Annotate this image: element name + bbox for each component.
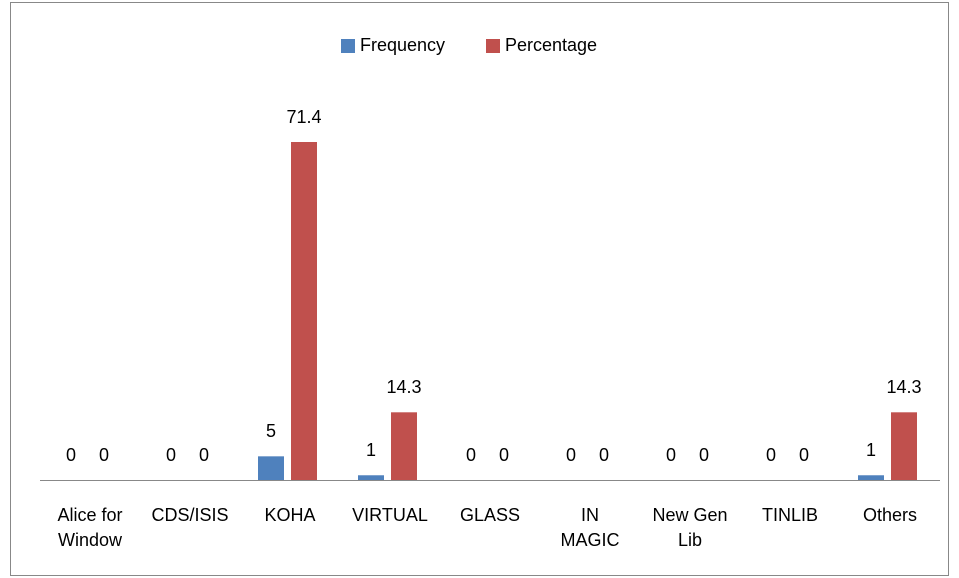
x-tick-label: TINLIB	[761, 505, 818, 525]
bar	[358, 475, 384, 480]
data-label: 5	[266, 421, 276, 441]
legend-swatch	[486, 39, 500, 53]
legend-swatch	[341, 39, 355, 53]
x-tick-label: Others	[862, 505, 918, 525]
bar	[258, 456, 284, 480]
x-tick-label: Alice for Window	[57, 505, 123, 550]
bar	[291, 142, 317, 480]
data-label: 0	[199, 445, 209, 465]
legend-label: Percentage	[505, 35, 597, 55]
x-tick-label: New Gen Lib	[652, 505, 728, 550]
bar	[858, 475, 884, 480]
data-label: 0	[766, 445, 776, 465]
data-label: 0	[99, 445, 109, 465]
data-label: 0	[599, 445, 609, 465]
data-label: 0	[499, 445, 509, 465]
data-label: 0	[699, 445, 709, 465]
data-label: 0	[666, 445, 676, 465]
x-tick-label: VIRTUAL	[352, 505, 428, 525]
data-label: 0	[799, 445, 809, 465]
x-tick-label: CDS/ISIS	[151, 505, 229, 525]
data-label: 14.3	[386, 377, 421, 397]
x-tick-label: KOHA	[264, 505, 316, 525]
data-label: 0	[466, 445, 476, 465]
legend-label: Frequency	[360, 35, 445, 55]
chart-border	[10, 2, 949, 576]
bar	[391, 412, 417, 480]
bar	[891, 412, 917, 480]
x-tick-label: IN MAGIC	[560, 505, 620, 550]
data-label: 71.4	[286, 107, 321, 127]
data-label: 0	[166, 445, 176, 465]
data-label: 1	[366, 440, 376, 460]
x-tick-label: GLASS	[459, 505, 521, 525]
data-label: 1	[866, 440, 876, 460]
data-label: 0	[566, 445, 576, 465]
data-label: 0	[66, 445, 76, 465]
data-label: 14.3	[886, 377, 921, 397]
